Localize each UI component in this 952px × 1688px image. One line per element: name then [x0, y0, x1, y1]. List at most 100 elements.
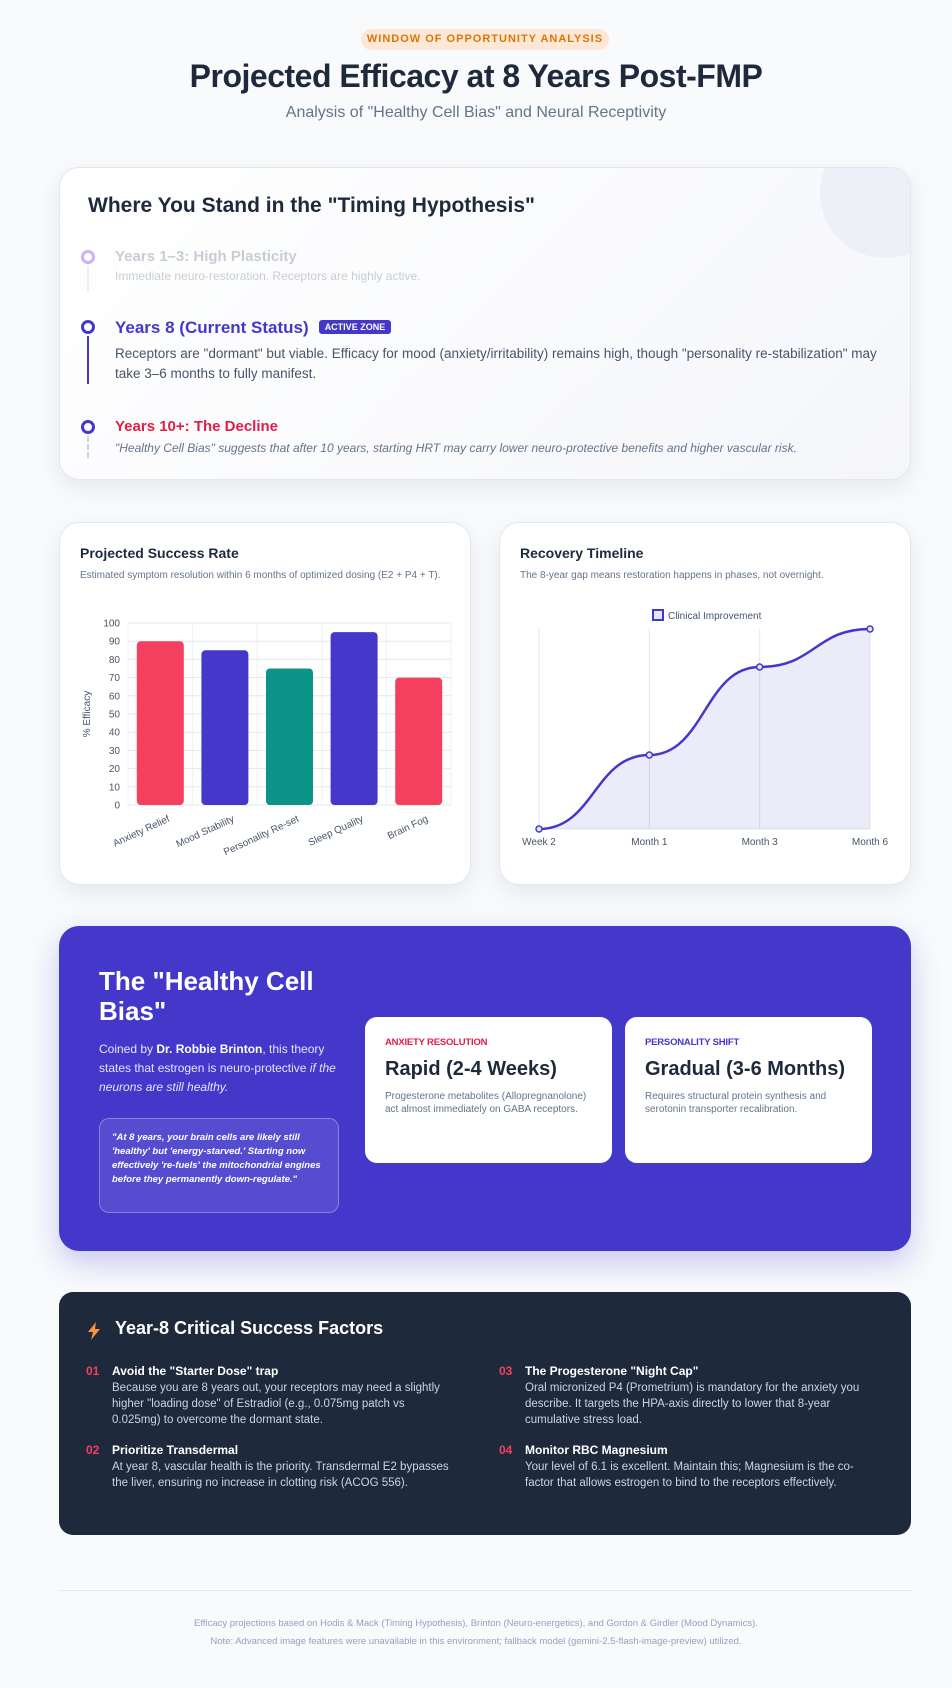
y-tick-label: 50 [109, 710, 121, 721]
card-label: PERSONALITY SHIFT [645, 1037, 740, 1048]
point [755, 663, 764, 671]
text: if the neurons are still healthy. [99, 1061, 336, 1094]
line-chart: Week 2 Month 1 Month 3 Month 6 Clinical Impr… [522, 609, 889, 848]
y-axis-label: % Efficacy [82, 691, 93, 738]
card-title: Gradual (3-6 Months) [645, 1058, 846, 1080]
item-title: Years 1–3: High Plasticity [115, 248, 297, 265]
chart-title: Recovery Timeline [520, 545, 644, 561]
factor-title: Monitor RBC Magnesium [525, 1443, 668, 1457]
name: Dr. Robbie Brinton [156, 1042, 263, 1056]
factor-title: The Progesterone "Night Cap" [525, 1364, 699, 1378]
point [535, 825, 543, 833]
point [645, 751, 654, 759]
dot [81, 420, 95, 434]
bar-chart: 0 10 20 30 40 50 60 70 80 90 100 % Efficacy Anxiety … [82, 619, 452, 858]
y-tick-label: 30 [109, 746, 121, 757]
timeline-item: Years 1–3: High Plasticity Immediate neu… [81, 248, 895, 292]
factor-title: Prioritize Transdermal [112, 1443, 239, 1457]
card-text: Requires structural protein synthesis an… [645, 1091, 827, 1115]
item-title: Years 10+: The Decline [115, 418, 279, 435]
legend-swatch [652, 609, 664, 621]
section-title: The "Healthy Cell Bias" [99, 966, 314, 1026]
text: , this theory states that estrogen is ne… [99, 1042, 325, 1075]
factor: 01 Avoid the "Starter Dose" trap Because y… [86, 1364, 456, 1428]
footer-line: Efficacy projections based on Hodis & Ma… [194, 1618, 758, 1629]
factor-num: 04 [499, 1443, 513, 1457]
item-title: Years 8 (Current Status) ACTIVE ZONE [115, 318, 895, 338]
x-tick-label: Sleep Quality [307, 814, 366, 849]
factor-text: At year 8, vascular health is the priori… [112, 1461, 449, 1489]
x-tick-label: Mood Stability [175, 814, 237, 851]
section-title: Year-8 Critical Success Factors [115, 1318, 384, 1338]
item-text: Immediate neuro-restoration. Receptors a… [115, 269, 421, 283]
bar [330, 632, 378, 805]
factor-num: 02 [86, 1443, 100, 1457]
timeline-title: Where You Stand in the "Timing Hypothesi… [88, 194, 535, 217]
line [538, 627, 871, 831]
legend-label: Clinical Improvement [668, 611, 762, 622]
bar [136, 641, 184, 805]
chart-card: Projected Success Rate Estimated symptom… [59, 522, 471, 885]
item-text: "Healthy Cell Bias" suggests that after … [115, 441, 797, 455]
line [87, 436, 89, 458]
factor-num: 03 [499, 1364, 513, 1378]
text: Coined by [99, 1042, 157, 1056]
info-card: PERSONALITY SHIFT Gradual (3-6 Months) R… [625, 1017, 872, 1163]
bias-section: The "Healthy Cell Bias" Coined by Dr. Ro… [59, 926, 911, 1251]
line [87, 336, 89, 384]
bar [266, 668, 313, 805]
chart-subtitle: The 8-year gap means restoration happens… [520, 570, 824, 581]
dot [81, 320, 95, 334]
line [87, 266, 89, 292]
card-text: Progesterone metabolites (Allopregnanolo… [385, 1091, 587, 1115]
card-label: ANXIETY RESOLUTION [385, 1037, 488, 1048]
info-card: ANXIETY RESOLUTION Rapid (2-4 Weeks) Pro… [365, 1017, 612, 1163]
subtitle: Analysis of "Healthy Cell Bias" and Neur… [285, 104, 667, 121]
factor: 04 Monitor RBC Magnesium Your level of 6.1… [499, 1443, 869, 1491]
title-text: Years 8 (Current Status) [115, 318, 309, 337]
x-tick-label: Month 3 [742, 837, 779, 848]
footer-line: Note: Advanced image features were unava… [210, 1636, 742, 1647]
y-tick-label: 60 [109, 691, 121, 702]
timeline-item: Years 10+: The Decline "Healthy Cell Bia… [81, 418, 895, 458]
title: Projected Efficacy at 8 Years Post-FMP [189, 58, 763, 94]
intro: Coined by Dr. Robbie Brinton, this theor… [99, 1040, 339, 1097]
dot [81, 250, 95, 264]
bar [395, 677, 443, 805]
factors-section: Year-8 Critical Success Factors 01 Avoid … [59, 1292, 911, 1535]
factor: 03 The Progesterone "Night Cap" Oral micro… [499, 1364, 869, 1428]
tag: ACTIVE ZONE [318, 320, 392, 334]
chart-card: Recovery Timeline The 8-year gap means r… [499, 522, 911, 885]
y-tick-label: 10 [109, 782, 121, 793]
decoration [820, 168, 910, 258]
bolt [88, 1322, 100, 1340]
factor-text: Your level of 6.1 is excellent. Maintain… [525, 1461, 854, 1489]
x-tick-label: Anxiety Relief [112, 814, 172, 850]
bolt-icon [88, 1322, 100, 1340]
factor-text: Because you are 8 years out, your recept… [112, 1382, 440, 1426]
bar [201, 650, 249, 805]
chart-subtitle: Estimated symptom resolution within 6 mo… [80, 570, 441, 581]
y-tick-label: 20 [109, 764, 121, 775]
timeline-item: Years 8 (Current Status) ACTIVE ZONE Rece… [81, 318, 895, 384]
factor: 02 Prioritize Transdermal At year 8, vascu… [86, 1443, 456, 1491]
chart-title: Projected Success Rate [80, 545, 239, 561]
factor-text: Oral micronized P4 (Prometrium) is manda… [525, 1382, 860, 1426]
y-tick-label: 70 [109, 673, 121, 684]
card-title: Rapid (2-4 Weeks) [385, 1058, 557, 1080]
badge: WINDOW OF OPPORTUNITY ANALYSIS [361, 29, 609, 50]
x-tick-label: Week 2 [522, 837, 556, 848]
y-tick-label: 80 [109, 655, 121, 666]
x-tick-label: Month 6 [852, 837, 889, 848]
timeline-card: Where You Stand in the "Timing Hypothesi… [59, 167, 911, 480]
area [539, 629, 870, 829]
y-tick-label: 90 [109, 637, 121, 648]
factor-num: 01 [86, 1364, 100, 1378]
x-tick-label: Brain Fog [386, 814, 430, 842]
x-tick-label: Month 1 [631, 837, 668, 848]
factor-title: Avoid the "Starter Dose" trap [112, 1364, 279, 1378]
y-tick-label: 0 [114, 801, 120, 812]
divider [59, 1590, 911, 1591]
